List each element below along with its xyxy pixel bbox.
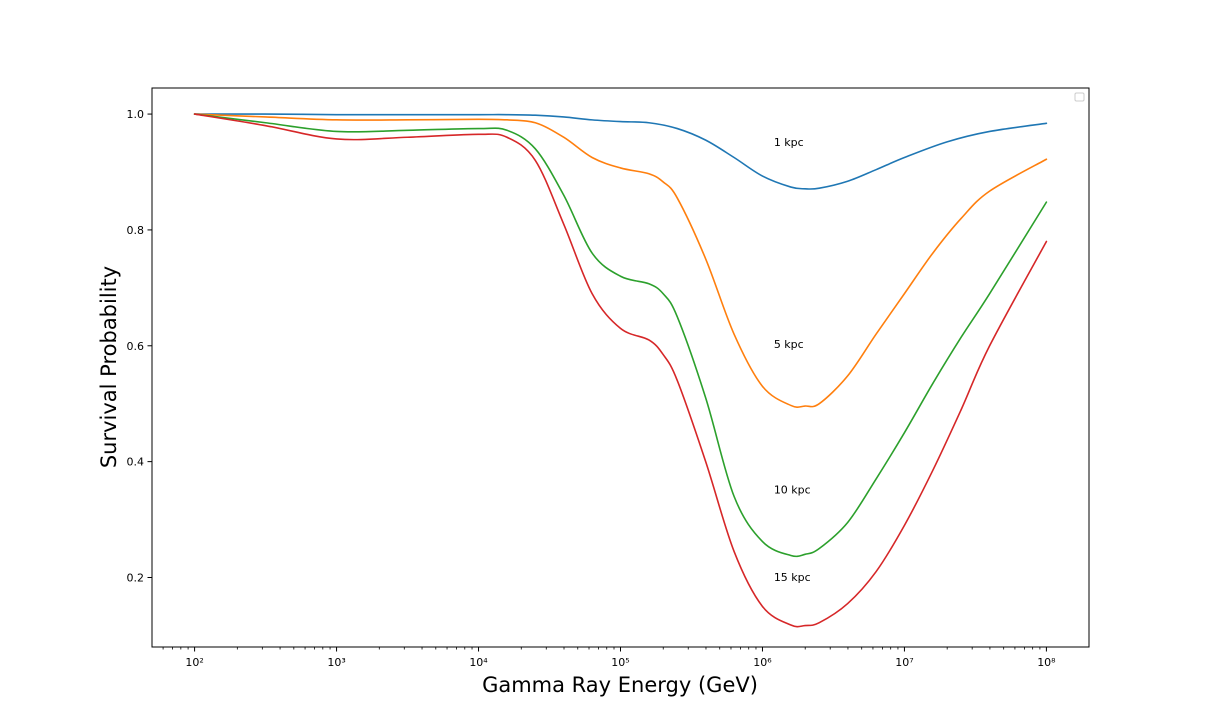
plot-frame [151, 87, 1090, 648]
x-tick-label: 10³ [327, 656, 345, 669]
x-tick-label: 10⁷ [895, 656, 913, 669]
annotation-label: 10 kpc [774, 483, 811, 496]
series-line-1-kpc [193, 113, 1048, 190]
y-axis-title: Survival Probability [97, 266, 121, 468]
x-tick-label: 10² [185, 656, 203, 669]
annotation-label: 1 kpc [774, 136, 804, 149]
x-tick-label: 10⁶ [753, 656, 772, 669]
x-tick-label: 10⁴ [469, 656, 488, 669]
x-axis-title: Gamma Ray Energy (GeV) [482, 673, 758, 697]
legend-box [1074, 92, 1085, 102]
annotation-label: 5 kpc [774, 338, 804, 351]
y-tick-label: 1.0 [127, 108, 145, 121]
y-tick-label: 0.6 [127, 340, 145, 353]
series-line-15-kpc [193, 113, 1048, 628]
y-tick-label: 0.2 [127, 571, 145, 584]
series-group [193, 113, 1048, 628]
annotations: 1 kpc 5 kpc 10 kpc 15 kpc [774, 136, 811, 584]
x-tick-label: 10⁵ [611, 656, 629, 669]
y-tick-label: 0.4 [127, 456, 145, 469]
annotation-label: 15 kpc [774, 571, 811, 584]
y-axis: 0.2 0.4 0.6 0.8 1.0 [127, 108, 152, 584]
series-line-10-kpc [193, 113, 1048, 558]
x-tick-label: 10⁸ [1037, 656, 1056, 669]
series-line-5-kpc [193, 113, 1048, 408]
y-tick-label: 0.8 [127, 224, 145, 237]
x-axis: 10² 10³ 10⁴ 10⁵ 10⁶ 10⁷ 10⁸ [162, 647, 1056, 669]
